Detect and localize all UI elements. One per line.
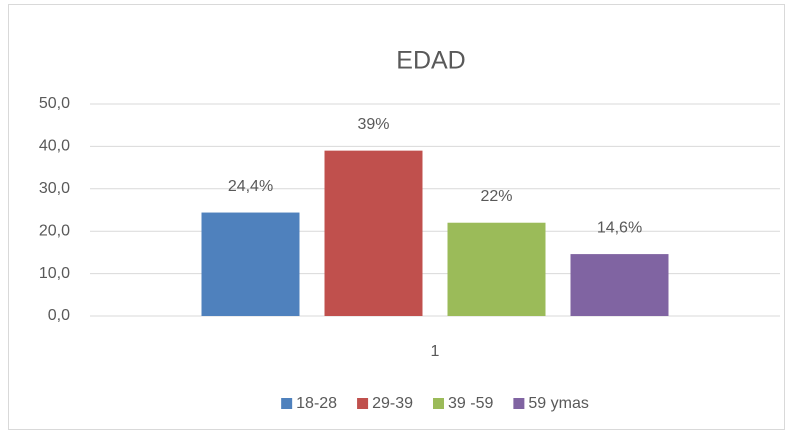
legend-swatch xyxy=(357,398,369,409)
legend-swatch xyxy=(281,398,293,409)
legend-swatch xyxy=(433,398,444,409)
y-tick-label: 10,0 xyxy=(39,265,70,282)
y-tick-label: 30,0 xyxy=(39,180,70,197)
legend-label: 29-39 xyxy=(372,395,413,412)
y-tick-label: 0,0 xyxy=(48,307,70,324)
x-tick-label: 1 xyxy=(431,343,440,360)
bar xyxy=(570,254,669,316)
data-label: 39% xyxy=(357,116,389,133)
y-tick-label: 40,0 xyxy=(39,138,70,155)
y-tick-label: 20,0 xyxy=(39,222,70,239)
bar xyxy=(201,212,300,316)
bar xyxy=(447,222,546,316)
data-label: 14,6% xyxy=(597,219,642,236)
legend-label: 39 -59 xyxy=(448,395,493,412)
data-label: 24,4% xyxy=(228,178,273,195)
y-tick-label: 50,0 xyxy=(39,95,70,112)
chart-title: EDAD xyxy=(396,47,465,75)
data-label: 22% xyxy=(480,188,512,205)
bar xyxy=(324,150,423,316)
legend-swatch xyxy=(513,398,525,409)
legend-label: 18-28 xyxy=(296,395,337,412)
legend-label: 59 ymas xyxy=(528,395,588,412)
